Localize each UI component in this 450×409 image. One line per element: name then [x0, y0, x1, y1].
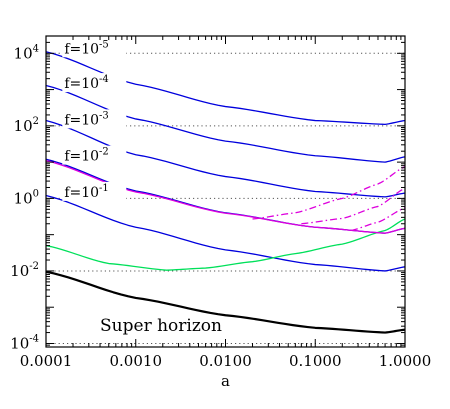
f-label: f=10-2 [64, 147, 108, 165]
x-tick-label: 0.0010 [110, 352, 163, 370]
y-tick-label: 100 [14, 188, 39, 207]
series-line-10 [350, 207, 406, 232]
x-tick-label: 1.0000 [379, 352, 432, 370]
series-line-8 [252, 166, 406, 220]
f-label: f=10-5 [64, 39, 108, 57]
annotation-bg [62, 38, 127, 58]
y-tick-label: 10-4 [10, 333, 39, 352]
x-axis-label: a [221, 372, 230, 390]
y-tick-label: 104 [14, 43, 39, 62]
annotation-bg [62, 181, 127, 201]
super-horizon-label: Super horizon [100, 316, 222, 336]
x-tick-label: 0.1000 [289, 352, 342, 370]
axes: 0.0001 0.0010 0.0100 0.1000 1.0000 10-4 10-2 10… [10, 35, 432, 370]
series-line-5 [45, 218, 406, 271]
annotation-bg [62, 109, 127, 129]
series-line-9 [301, 187, 406, 225]
x-tick-label: 0.0100 [199, 352, 252, 370]
annotation-bg [62, 145, 127, 165]
x-tick-label: 0.0001 [20, 352, 73, 370]
annotation-bg [62, 73, 127, 93]
series-line-6 [45, 270, 406, 334]
f-label: f=10-4 [64, 74, 108, 92]
y-tick-label: 10-2 [10, 261, 39, 280]
f-label: f=10-1 [64, 183, 108, 201]
y-tick-label: 102 [14, 116, 39, 135]
series-line-4 [45, 194, 406, 272]
annotations: f=10-5 f=10-4 f=10-3 f=10-2 f=10-1 Super hori… [62, 38, 222, 336]
f-label: f=10-3 [64, 110, 108, 128]
